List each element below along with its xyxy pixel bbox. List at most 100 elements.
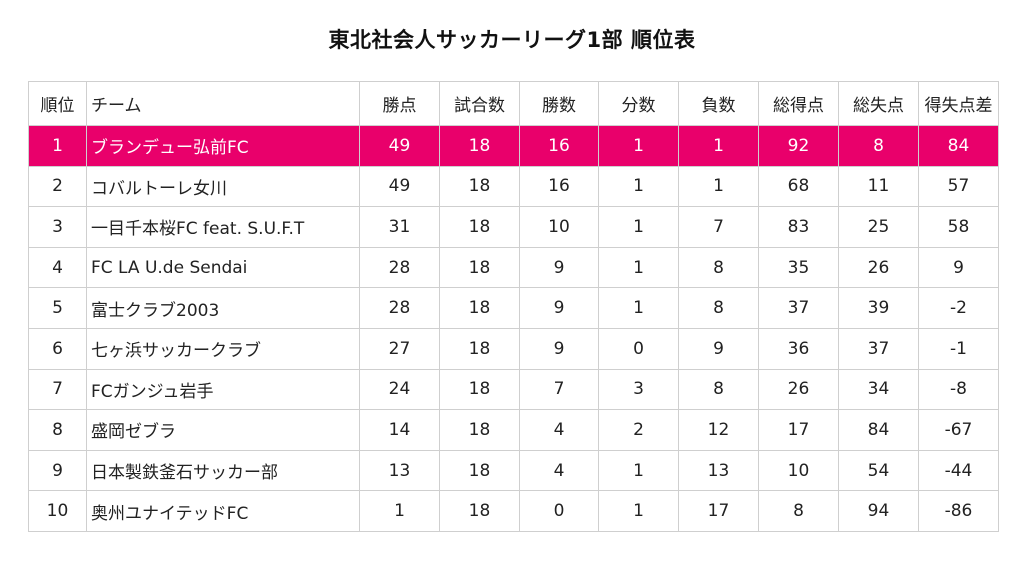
draws-cell: 1 — [598, 490, 679, 532]
draws-cell: 1 — [598, 246, 679, 289]
points-cell: 1 — [359, 490, 440, 532]
goals-for-cell: 26 — [758, 368, 839, 411]
rank-cell: 7 — [28, 368, 87, 411]
wins-cell: 9 — [519, 327, 599, 370]
table-row: 8 盛岡ゼブラ 14 18 4 2 12 17 84 -67 — [28, 409, 999, 451]
goals-against-cell: 34 — [838, 368, 919, 411]
goal-difference-cell: -1 — [918, 327, 999, 370]
wins-cell: 0 — [519, 490, 599, 532]
header-goal-difference[interactable]: 得失点差 — [918, 81, 999, 126]
goals-against-cell: 26 — [838, 246, 919, 289]
goals-for-cell: 17 — [758, 409, 839, 451]
page-title: 東北社会人サッカーリーグ1部 順位表 — [328, 28, 696, 52]
draws-cell: 1 — [598, 206, 679, 248]
team-name-cell: 富士クラブ2003 — [86, 287, 360, 329]
losses-cell: 1 — [678, 165, 759, 208]
header-played[interactable]: 試合数 — [439, 81, 520, 126]
goals-for-cell: 68 — [758, 165, 839, 208]
team-name-cell: 七ヶ浜サッカークラブ — [86, 327, 360, 370]
points-cell: 31 — [359, 206, 440, 248]
rank-cell: 8 — [28, 409, 87, 451]
goals-for-cell: 10 — [758, 449, 839, 492]
wins-cell: 16 — [519, 165, 599, 208]
played-cell: 18 — [439, 327, 520, 370]
played-cell: 18 — [439, 125, 520, 167]
points-cell: 14 — [359, 409, 440, 451]
header-draws[interactable]: 分数 — [598, 81, 679, 126]
played-cell: 18 — [439, 490, 520, 532]
team-name-cell: ブランデュー弘前FC — [86, 125, 360, 167]
goal-difference-cell: -44 — [918, 449, 999, 492]
wins-cell: 10 — [519, 206, 599, 248]
losses-cell: 7 — [678, 206, 759, 248]
wins-cell: 4 — [519, 449, 599, 492]
goals-against-cell: 37 — [838, 327, 919, 370]
header-goals-against[interactable]: 総失点 — [838, 81, 919, 126]
points-cell: 24 — [359, 368, 440, 411]
draws-cell: 1 — [598, 165, 679, 208]
wins-cell: 9 — [519, 246, 599, 289]
table-row: 5 富士クラブ2003 28 18 9 1 8 37 39 -2 — [28, 287, 999, 329]
wins-cell: 16 — [519, 125, 599, 167]
goals-against-cell: 94 — [838, 490, 919, 532]
team-name-cell: FC LA U.de Sendai — [86, 246, 360, 289]
standings-table: 順位 チーム 勝点 試合数 勝数 分数 負数 総得点 総失点 得失点差 1 ブラ… — [28, 81, 999, 532]
goals-for-cell: 92 — [758, 125, 839, 167]
header-goals-for[interactable]: 総得点 — [758, 81, 839, 126]
losses-cell: 1 — [678, 125, 759, 167]
draws-cell: 2 — [598, 409, 679, 451]
table-row: 4 FC LA U.de Sendai 28 18 9 1 8 35 26 9 — [28, 246, 999, 289]
header-points[interactable]: 勝点 — [359, 81, 440, 126]
goal-difference-cell: 84 — [918, 125, 999, 167]
goals-against-cell: 84 — [838, 409, 919, 451]
played-cell: 18 — [439, 206, 520, 248]
goal-difference-cell: -2 — [918, 287, 999, 329]
goals-against-cell: 54 — [838, 449, 919, 492]
losses-cell: 12 — [678, 409, 759, 451]
goals-against-cell: 8 — [838, 125, 919, 167]
table-row: 3 一目千本桜FC feat. S.U.F.T 31 18 10 1 7 83 … — [28, 206, 999, 248]
losses-cell: 17 — [678, 490, 759, 532]
header-team[interactable]: チーム — [86, 81, 360, 126]
goals-for-cell: 8 — [758, 490, 839, 532]
played-cell: 18 — [439, 449, 520, 492]
points-cell: 13 — [359, 449, 440, 492]
header-row: 順位 チーム 勝点 試合数 勝数 分数 負数 総得点 総失点 得失点差 — [28, 81, 999, 126]
goals-against-cell: 25 — [838, 206, 919, 248]
header-wins[interactable]: 勝数 — [519, 81, 599, 126]
losses-cell: 9 — [678, 327, 759, 370]
goal-difference-cell: 9 — [918, 246, 999, 289]
rank-cell: 4 — [28, 246, 87, 289]
table-row: 9 日本製鉄釜石サッカー部 13 18 4 1 13 10 54 -44 — [28, 449, 999, 492]
wins-cell: 7 — [519, 368, 599, 411]
team-name-cell: コバルトーレ女川 — [86, 165, 360, 208]
goals-for-cell: 37 — [758, 287, 839, 329]
goals-against-cell: 39 — [838, 287, 919, 329]
goal-difference-cell: 57 — [918, 165, 999, 208]
goal-difference-cell: -67 — [918, 409, 999, 451]
draws-cell: 0 — [598, 327, 679, 370]
goal-difference-cell: -8 — [918, 368, 999, 411]
rank-cell: 10 — [28, 490, 87, 532]
points-cell: 27 — [359, 327, 440, 370]
header-rank[interactable]: 順位 — [28, 81, 87, 126]
table-row: 2 コバルトーレ女川 49 18 16 1 1 68 11 57 — [28, 165, 999, 208]
losses-cell: 8 — [678, 287, 759, 329]
draws-cell: 1 — [598, 287, 679, 329]
team-name-cell: 盛岡ゼブラ — [86, 409, 360, 451]
goals-against-cell: 11 — [838, 165, 919, 208]
draws-cell: 1 — [598, 449, 679, 492]
table-row-highlighted: 1 ブランデュー弘前FC 49 18 16 1 1 92 8 84 — [28, 125, 999, 167]
goals-for-cell: 36 — [758, 327, 839, 370]
draws-cell: 1 — [598, 125, 679, 167]
header-losses[interactable]: 負数 — [678, 81, 759, 126]
team-name-cell: 奥州ユナイテッドFC — [86, 490, 360, 532]
losses-cell: 8 — [678, 368, 759, 411]
rank-cell: 1 — [28, 125, 87, 167]
played-cell: 18 — [439, 246, 520, 289]
played-cell: 18 — [439, 287, 520, 329]
points-cell: 28 — [359, 287, 440, 329]
team-name-cell: 一目千本桜FC feat. S.U.F.T — [86, 206, 360, 248]
table-row: 6 七ヶ浜サッカークラブ 27 18 9 0 9 36 37 -1 — [28, 327, 999, 370]
rank-cell: 9 — [28, 449, 87, 492]
